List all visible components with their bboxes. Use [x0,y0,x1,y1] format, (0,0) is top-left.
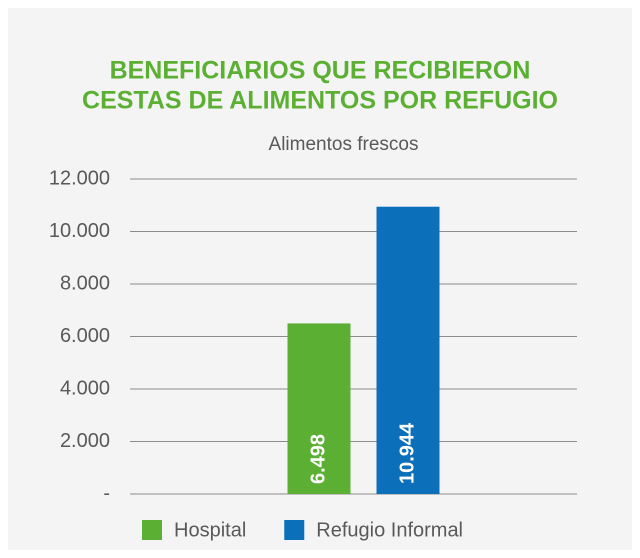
y-tick-label: 12.000 [49,167,110,189]
y-tick-label: 2.000 [60,430,110,452]
y-tick-label: 10.000 [49,220,110,242]
y-tick-label: 4.000 [60,377,110,399]
chart-title: CESTAS DE ALIMENTOS POR REFUGIO [82,87,558,115]
chart-title: BENEFICIARIOS QUE RECIBIERON [110,57,531,85]
y-tick-label: - [103,482,110,504]
value-label: 10.944 [396,422,418,484]
x-tick-label: Alimentos frescos [269,134,419,155]
y-tick-label: 8.000 [60,272,110,294]
bar [376,206,440,494]
legend-label: Refugio Informal [316,519,463,541]
legend-swatch [142,520,162,540]
value-label: 6.498 [307,434,329,484]
y-tick-label: 6.000 [60,325,110,347]
legend-swatch [284,520,305,540]
legend-label: Hospital [174,519,246,541]
bar [287,323,351,494]
